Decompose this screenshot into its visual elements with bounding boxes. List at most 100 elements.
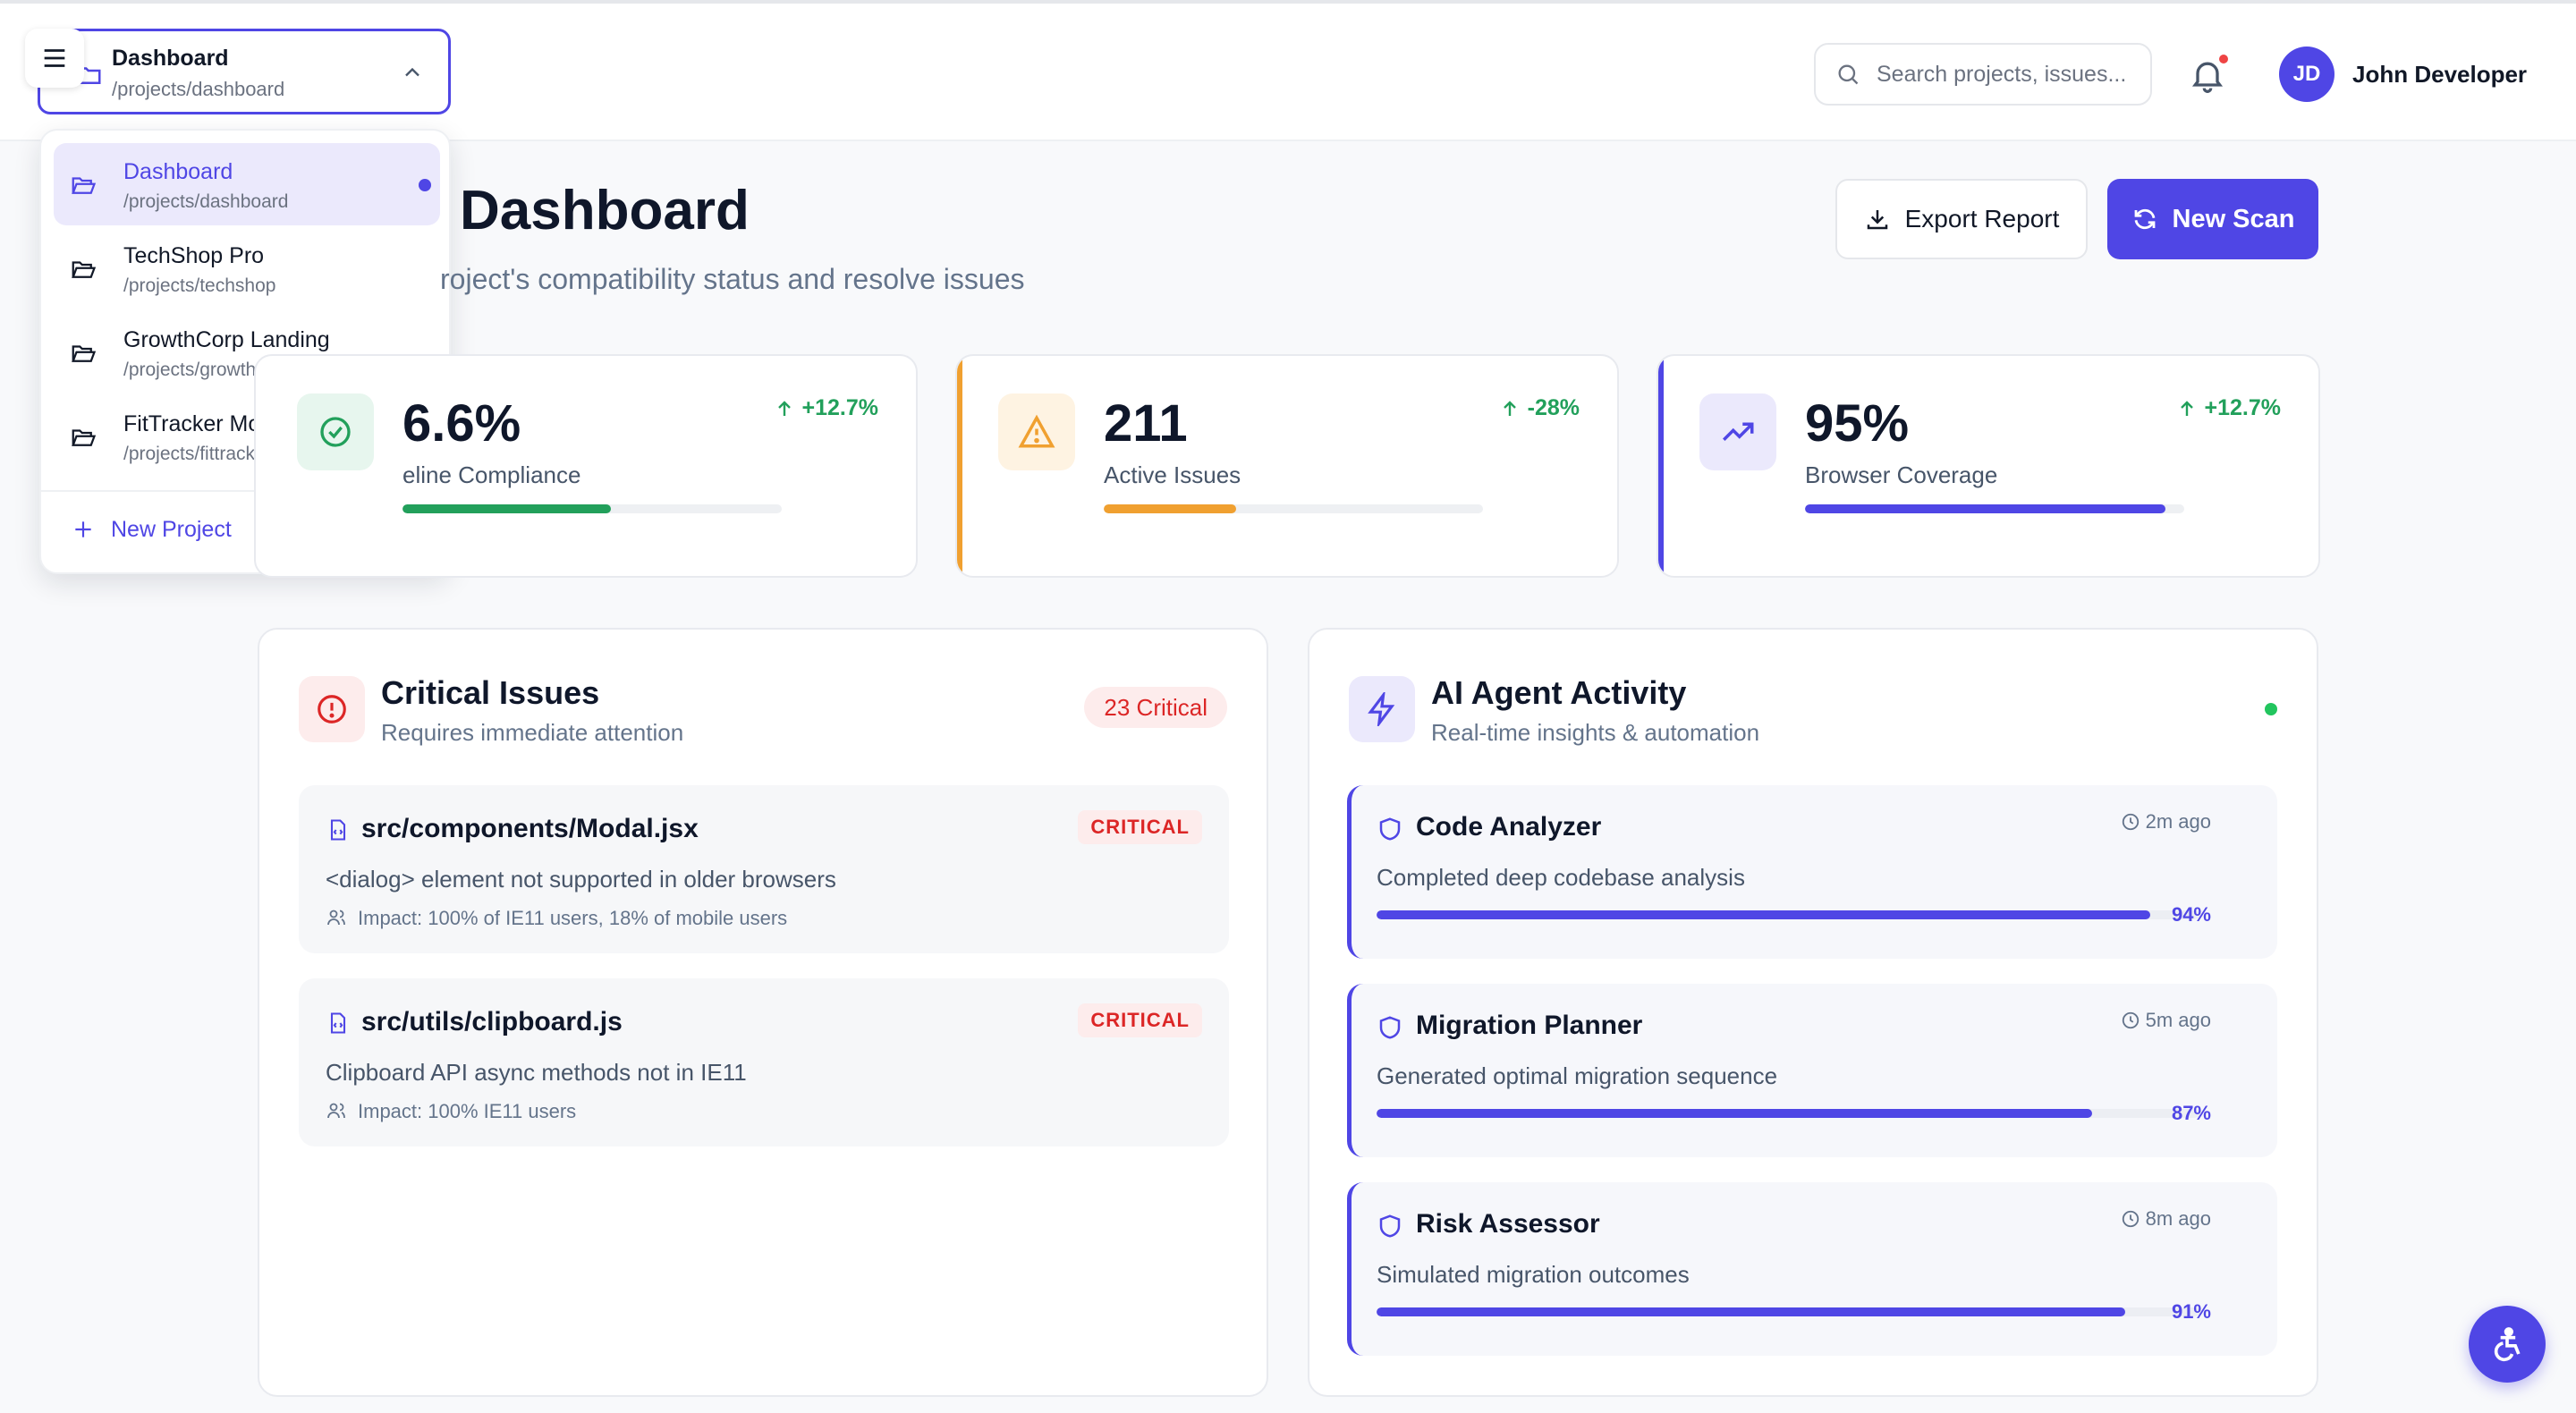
issue-file: src/components/Modal.jsx bbox=[361, 814, 699, 843]
stat-progress-fill bbox=[1805, 504, 2165, 513]
agent-progress-bar bbox=[1377, 1109, 2199, 1118]
stat-label: eline Compliance bbox=[402, 461, 581, 488]
stat-trend-value: +12.7% bbox=[801, 395, 879, 420]
new-project-label: New Project bbox=[111, 516, 232, 542]
folder-open-icon bbox=[72, 261, 97, 278]
chevron-up-icon bbox=[405, 67, 419, 77]
agent-progress-fill bbox=[1377, 910, 2150, 919]
stat-card-active-issues: 211 Active Issues -28% bbox=[955, 354, 1619, 578]
arrow-up-icon bbox=[1503, 400, 1516, 416]
agent-time: 2m ago bbox=[2121, 810, 2211, 833]
agent-time-text: 8m ago bbox=[2145, 1207, 2211, 1230]
project-path: /projects/dashboard bbox=[123, 191, 289, 212]
clock-icon bbox=[2122, 1011, 2139, 1029]
project-path: /projects/fittracker bbox=[123, 444, 272, 464]
stat-progress-bar bbox=[1805, 504, 2184, 513]
selector-current-path: /projects/dashboard bbox=[112, 78, 285, 100]
project-path: /projects/growthcorp bbox=[123, 360, 293, 380]
agent-name: Risk Assessor bbox=[1416, 1209, 1600, 1239]
agent-name: Code Analyzer bbox=[1416, 812, 1602, 842]
avatar[interactable]: JD bbox=[2279, 47, 2334, 102]
stat-label: Active Issues bbox=[1104, 461, 1241, 488]
lightning-icon bbox=[1368, 692, 1395, 726]
stat-progress-fill bbox=[1104, 504, 1237, 513]
issue-description: Clipboard API async methods not in IE11 bbox=[326, 1059, 747, 1086]
agent-progress-bar bbox=[1377, 910, 2199, 919]
folder-open-icon bbox=[72, 177, 97, 194]
stat-trend: +12.7% bbox=[774, 395, 879, 421]
accessibility-button[interactable] bbox=[2469, 1306, 2546, 1383]
export-report-label: Export Report bbox=[1904, 205, 2060, 233]
clock-icon bbox=[2122, 1210, 2139, 1228]
window-top-border bbox=[0, 0, 2576, 4]
search-input[interactable]: Search projects, issues... bbox=[1814, 43, 2152, 106]
user-name[interactable]: John Developer bbox=[2352, 61, 2528, 88]
stat-trend: -28% bbox=[1499, 395, 1580, 421]
export-report-button[interactable]: Export Report bbox=[1835, 179, 2088, 259]
alert-circle-icon bbox=[318, 695, 346, 723]
critical-issues-panel: Critical Issues Requires immediate atten… bbox=[258, 628, 1268, 1397]
live-status-dot bbox=[2265, 703, 2277, 715]
new-scan-button[interactable]: New Scan bbox=[2107, 179, 2318, 259]
new-project-button[interactable]: New Project bbox=[72, 510, 232, 549]
stat-icon-box bbox=[297, 393, 374, 470]
agent-card[interactable]: Migration Planner 5m ago Generated optim… bbox=[1347, 984, 2277, 1157]
file-code-icon bbox=[330, 819, 346, 841]
agent-time: 5m ago bbox=[2121, 1009, 2211, 1032]
agent-progress-fill bbox=[1377, 1109, 2093, 1118]
agent-card[interactable]: Risk Assessor 8m ago Simulated migration… bbox=[1347, 1182, 2277, 1356]
selector-current-name: Dashboard bbox=[112, 46, 229, 71]
panel-icon-box bbox=[299, 676, 365, 742]
agent-card[interactable]: Code Analyzer 2m ago Completed deep code… bbox=[1347, 785, 2277, 959]
stat-accent bbox=[957, 356, 962, 576]
shield-icon bbox=[1379, 817, 1401, 841]
shield-icon bbox=[1379, 1214, 1401, 1238]
agent-name: Migration Planner bbox=[1416, 1011, 1643, 1040]
arrow-up-icon bbox=[2180, 400, 2193, 416]
agent-time-text: 5m ago bbox=[2145, 1009, 2211, 1031]
active-indicator bbox=[419, 179, 431, 191]
page-title: Dashboard bbox=[460, 180, 750, 241]
plus-icon bbox=[75, 521, 91, 537]
page-subtitle: roject's compatibility status and resolv… bbox=[440, 263, 1025, 295]
project-item-dashboard[interactable]: Dashboard /projects/dashboard bbox=[54, 143, 440, 225]
panel-title: AI Agent Activity bbox=[1431, 674, 1687, 711]
severity-badge: CRITICAL bbox=[1078, 1003, 1202, 1037]
folder-open-icon bbox=[72, 345, 97, 362]
stat-label: Browser Coverage bbox=[1805, 461, 1998, 488]
check-circle-icon bbox=[320, 417, 351, 447]
panel-icon-box bbox=[1349, 676, 1415, 742]
agent-percent: 87% bbox=[2171, 1102, 2211, 1124]
menu-icon bbox=[44, 49, 65, 67]
project-item-growthcorp[interactable]: GrowthCorp Landing /projects/growthcorp bbox=[54, 311, 440, 393]
agent-time: 8m ago bbox=[2121, 1207, 2211, 1231]
agent-description: Generated optimal migration sequence bbox=[1377, 1062, 1778, 1089]
project-item-techshop[interactable]: TechShop Pro /projects/techshop bbox=[54, 227, 440, 309]
search-icon bbox=[1838, 64, 1859, 85]
bell-icon[interactable] bbox=[2188, 55, 2227, 95]
agent-percent: 94% bbox=[2171, 903, 2211, 926]
file-code-icon bbox=[330, 1012, 346, 1034]
agent-description: Simulated migration outcomes bbox=[1377, 1261, 1690, 1288]
project-selector[interactable]: Dashboard /projects/dashboard bbox=[38, 29, 451, 114]
panel-subtitle: Requires immediate attention bbox=[381, 719, 684, 746]
agent-percent: 91% bbox=[2171, 1300, 2211, 1323]
issue-impact: Impact: 100% IE11 users bbox=[358, 1100, 577, 1122]
project-name: Dashboard bbox=[123, 159, 233, 184]
issue-card[interactable]: src/utils/clipboard.js CRITICAL Clipboar… bbox=[299, 978, 1229, 1146]
panel-subtitle: Real-time insights & automation bbox=[1431, 719, 1760, 746]
issue-description: <dialog> element not supported in older … bbox=[326, 866, 836, 893]
stat-card-browser-coverage: 95% Browser Coverage +12.7% bbox=[1657, 354, 2320, 578]
agent-time-text: 2m ago bbox=[2145, 810, 2211, 833]
users-icon bbox=[327, 910, 345, 926]
agent-progress-bar bbox=[1377, 1307, 2199, 1316]
agent-progress-fill bbox=[1377, 1307, 2126, 1316]
new-scan-label: New Scan bbox=[2172, 204, 2295, 233]
stat-trend-value: -28% bbox=[1527, 395, 1580, 420]
warning-icon bbox=[1018, 414, 1055, 448]
stat-trend-value: +12.7% bbox=[2204, 395, 2282, 420]
stat-value: 211 bbox=[1104, 394, 1188, 453]
critical-count-badge: 23 Critical bbox=[1084, 687, 1227, 728]
menu-button[interactable] bbox=[25, 29, 84, 88]
issue-card[interactable]: src/components/Modal.jsx CRITICAL <dialo… bbox=[299, 785, 1229, 953]
